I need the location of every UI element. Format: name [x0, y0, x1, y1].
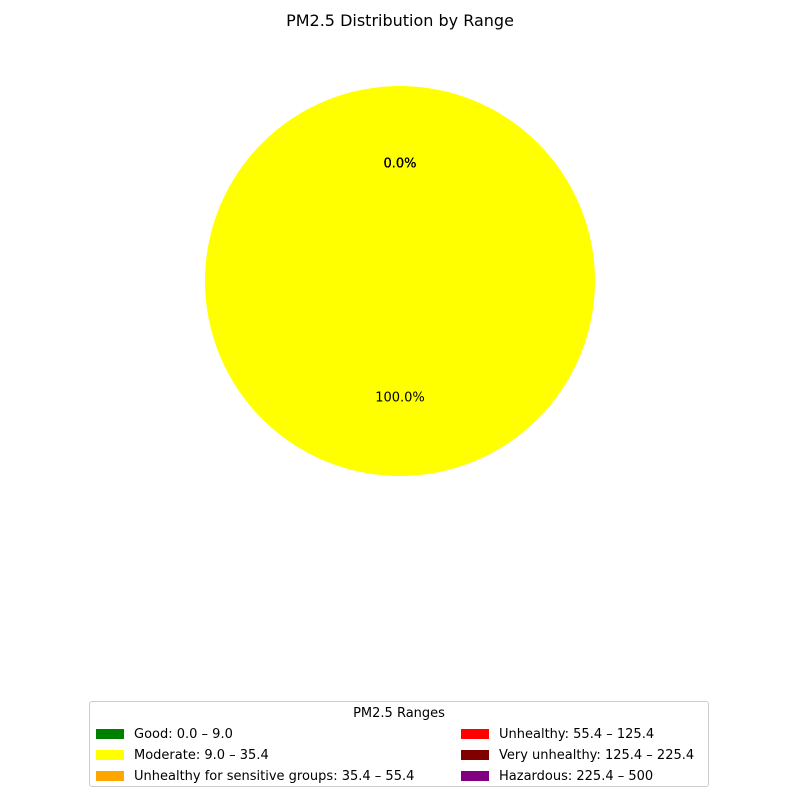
slice-percent-label: 0.0% [383, 157, 416, 172]
legend-swatch [461, 750, 489, 760]
pie-slice [205, 86, 595, 476]
slice-percent-label: 0.0% [383, 157, 416, 172]
legend-entry: Unhealthy for sensitive groups: 35.4 – 5… [96, 768, 414, 784]
slice-percent-label: 100.0% [375, 391, 425, 406]
legend-entry: Hazardous: 225.4 – 500 [461, 768, 653, 784]
legend-label: Unhealthy: 55.4 – 125.4 [499, 726, 655, 742]
slice-percent-label: 0.0% [383, 157, 416, 172]
legend: PM2.5 Ranges Good: 0.0 – 9.0 Moderate: 9.… [89, 701, 709, 787]
chart-title: PM2.5 Distribution by Range [286, 11, 514, 30]
legend-entry: Moderate: 9.0 – 35.4 [96, 747, 269, 763]
legend-entry: Very unhealthy: 125.4 – 225.4 [461, 747, 694, 763]
legend-label: Unhealthy for sensitive groups: 35.4 – 5… [134, 768, 415, 784]
legend-swatch [96, 750, 124, 760]
legend-label: Moderate: 9.0 – 35.4 [134, 747, 269, 763]
legend-entry: Good: 0.0 – 9.0 [96, 726, 233, 742]
legend-swatch [96, 729, 124, 739]
legend-title: PM2.5 Ranges [353, 706, 445, 721]
legend-swatch [96, 771, 124, 781]
legend-label: Hazardous: 225.4 – 500 [499, 768, 654, 784]
legend-swatch [461, 771, 489, 781]
legend-label: Very unhealthy: 125.4 – 225.4 [499, 747, 695, 763]
legend-entry: Unhealthy: 55.4 – 125.4 [461, 726, 654, 742]
pie-chart: 0.0%100.0%0.0%0.0%0.0%0.0% [205, 86, 595, 476]
legend-swatch [461, 729, 489, 739]
legend-label: Good: 0.0 – 9.0 [134, 726, 233, 742]
slice-percent-label: 0.0% [383, 157, 416, 172]
